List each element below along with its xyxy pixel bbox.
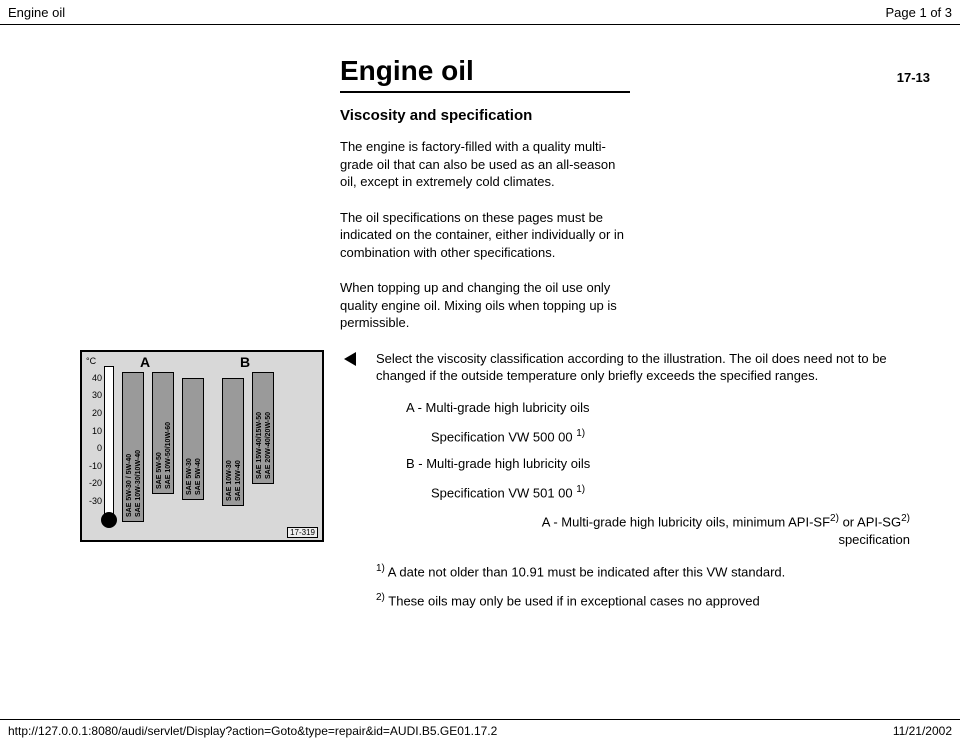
footer-url: http://127.0.0.1:8080/audi/servlet/Displ… xyxy=(8,724,497,738)
footnote-1: 1) A date not older than 10.91 must be i… xyxy=(376,562,930,581)
viscosity-bar: SAE 5W-30 / 5W-40SAE 10W-30/10W-40 xyxy=(122,372,144,522)
illustration-caption: Select the viscosity classification acco… xyxy=(376,350,930,385)
footnote-ref-1: 1) xyxy=(576,484,585,495)
temp-tick: -20 xyxy=(84,475,102,493)
spec-b-value: Specification VW 501 00 1) xyxy=(431,483,930,502)
footnote-num-1: 1) xyxy=(376,563,385,574)
bar-label: SAE 10W-50/10W-60 xyxy=(165,422,172,489)
temp-tick: 0 xyxy=(84,440,102,458)
thermometer-bulb-icon xyxy=(101,512,117,528)
bar-label: SAE 5W-40 xyxy=(195,458,202,495)
paragraph-2: The oil specifications on these pages mu… xyxy=(340,209,630,262)
viscosity-bar: SAE 5W-50SAE 10W-50/10W-60 xyxy=(152,372,174,494)
bar-label: SAE 5W-30 / 5W-40 xyxy=(126,454,133,517)
temp-tick: 20 xyxy=(84,405,102,423)
footnote-ref-1: 1) xyxy=(576,428,585,439)
chart-col-b: B xyxy=(240,354,250,370)
bar-label: SAE 10W-40 xyxy=(235,460,242,501)
footnote-2-text: These oils may only be used if in except… xyxy=(385,593,760,608)
spec-a2-pre: A - Multi-grade high lubricity oils, min… xyxy=(542,514,830,529)
temp-tick: -30 xyxy=(84,493,102,511)
spec-a2-mid: or API-SG xyxy=(839,514,901,529)
bar-label: SAE 5W-50 xyxy=(156,452,163,489)
temp-tick: 40 xyxy=(84,370,102,388)
illustration-section: °C A B 40 30 20 10 0 -10 -20 -30 SAE 5W-… xyxy=(0,350,960,620)
temp-tick: 10 xyxy=(84,423,102,441)
spec-a-text: Specification VW 500 00 xyxy=(431,429,576,444)
spec-a-label: A - Multi-grade high lubricity oils xyxy=(406,399,930,417)
spec-b-text: Specification VW 501 00 xyxy=(431,485,576,500)
viscosity-bar: SAE 10W-30SAE 10W-40 xyxy=(222,378,244,506)
illustration-text-column: Select the viscosity classification acco… xyxy=(376,350,960,620)
spec-a2: A - Multi-grade high lubricity oils, min… xyxy=(376,512,910,548)
footer-date: 11/21/2002 xyxy=(893,724,952,738)
viscosity-chart: °C A B 40 30 20 10 0 -10 -20 -30 SAE 5W-… xyxy=(80,350,324,542)
temp-scale: 40 30 20 10 0 -10 -20 -30 xyxy=(84,370,102,510)
header-bar: Engine oil Page 1 of 3 xyxy=(0,0,960,25)
header-right: Page 1 of 3 xyxy=(886,5,953,20)
header-left: Engine oil xyxy=(8,5,65,20)
page-id: 17-13 xyxy=(897,70,930,85)
spec-a-value: Specification VW 500 00 1) xyxy=(431,427,930,446)
footer-bar: http://127.0.0.1:8080/audi/servlet/Displ… xyxy=(0,719,960,742)
spec-b-label: B - Multi-grade high lubricity oils xyxy=(406,455,930,473)
bar-label: SAE 20W-40/20W-50 xyxy=(265,412,272,479)
footnote-ref-2: 2) xyxy=(901,513,910,524)
pointer-icon xyxy=(344,352,356,366)
bar-label: SAE 15W-40/15W-50 xyxy=(256,412,263,479)
viscosity-bar: SAE 15W-40/15W-50SAE 20W-40/20W-50 xyxy=(252,372,274,484)
temp-tick: 30 xyxy=(84,387,102,405)
chart-col-a: A xyxy=(140,354,150,370)
chart-id-label: 17-319 xyxy=(287,527,318,538)
footnote-num-2: 2) xyxy=(376,592,385,603)
intro-column: Engine oil Viscosity and specification T… xyxy=(340,55,630,332)
footnote-1-text: A date not older than 10.91 must be indi… xyxy=(385,565,785,580)
thermometer-icon xyxy=(104,366,114,518)
temp-tick: -10 xyxy=(84,458,102,476)
section-subtitle: Viscosity and specification xyxy=(340,107,630,124)
spec-a2-post: specification xyxy=(838,532,910,547)
bar-label: SAE 10W-30 xyxy=(226,460,233,501)
paragraph-3: When topping up and changing the oil use… xyxy=(340,279,630,332)
viscosity-bar: SAE 5W-30SAE 5W-40 xyxy=(182,378,204,500)
footnote-2: 2) These oils may only be used if in exc… xyxy=(376,591,930,610)
degree-label: °C xyxy=(86,356,96,366)
paragraph-1: The engine is factory-filled with a qual… xyxy=(340,138,630,191)
bar-label: SAE 5W-30 xyxy=(186,458,193,495)
page-title: Engine oil xyxy=(340,55,630,93)
bar-label: SAE 10W-30/10W-40 xyxy=(135,450,142,517)
footnote-ref-2: 2) xyxy=(830,513,839,524)
